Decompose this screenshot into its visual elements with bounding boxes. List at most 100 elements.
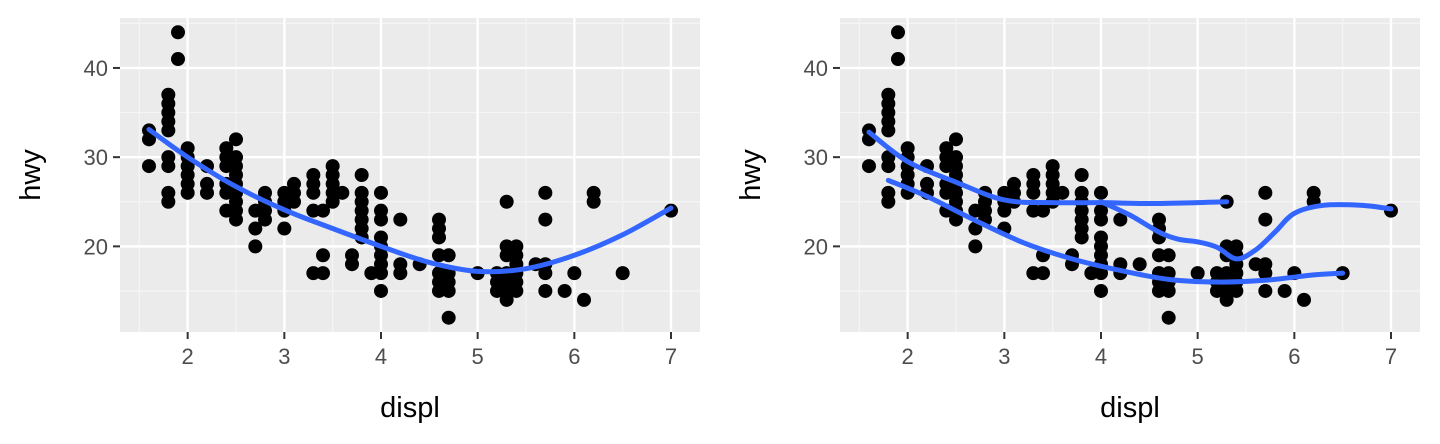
chart-right: 2 3 4 5 6 7 20 30 40 displ hwy: [735, 18, 1420, 424]
data-point: [1084, 266, 1099, 281]
data-point: [1297, 292, 1311, 307]
data-point: [1258, 212, 1273, 227]
data-point: [968, 239, 983, 254]
data-point: [1026, 203, 1041, 218]
data-point: [171, 25, 185, 40]
data-point: [441, 248, 456, 263]
data-point: [364, 266, 379, 281]
data-point: [538, 266, 553, 281]
x-tick-label: 3: [998, 344, 1010, 369]
y-tick-label: 30: [84, 145, 108, 170]
x-tick-label: 2: [902, 344, 914, 369]
data-point: [374, 283, 388, 298]
data-point: [939, 185, 954, 200]
y-axis-title: hwy: [15, 149, 47, 201]
smooth-line: [885, 177, 1346, 285]
data-point: [968, 221, 983, 236]
x-tick-label: 3: [278, 344, 290, 369]
data-point: [1152, 283, 1166, 298]
data-point: [1055, 185, 1070, 200]
chart-left: 2 3 4 5 6 7 20 30 40 displ hwy: [15, 18, 700, 424]
data-point: [432, 248, 446, 263]
data-point: [1258, 185, 1273, 200]
data-point: [229, 212, 243, 227]
x-tick-label: 5: [1192, 344, 1204, 369]
data-point: [1094, 212, 1108, 227]
data-point: [1152, 248, 1166, 263]
data-point: [1229, 283, 1244, 298]
data-point: [1210, 283, 1224, 298]
data-point: [432, 230, 446, 245]
data-point: [219, 203, 234, 218]
data-point: [1026, 266, 1041, 281]
data-point: [316, 266, 330, 281]
data-point: [577, 292, 591, 307]
y-tick-label: 40: [804, 56, 828, 81]
data-point: [949, 132, 963, 147]
data-point: [1036, 203, 1050, 218]
data-point: [567, 266, 582, 281]
x-tick-label: 4: [375, 344, 387, 369]
data-point: [393, 266, 408, 281]
data-point: [949, 212, 963, 227]
data-point: [258, 212, 272, 227]
smooth-line: [146, 127, 674, 275]
y-tick-label: 20: [804, 234, 828, 259]
data-point: [1113, 212, 1128, 227]
data-point: [939, 159, 954, 174]
data-point: [1036, 266, 1050, 281]
y-tick-label: 40: [84, 56, 108, 81]
data-point: [586, 194, 601, 209]
data-point: [200, 185, 214, 200]
data-point: [538, 212, 553, 227]
data-point: [881, 123, 896, 138]
smooth-line: [866, 129, 1230, 207]
data-point: [142, 132, 156, 147]
smooth-line: [1098, 199, 1394, 262]
data-point: [1248, 257, 1263, 272]
x-tick-label: 7: [1385, 344, 1397, 369]
data-point: [277, 221, 292, 236]
y-axis-title: hwy: [735, 149, 767, 201]
data-point: [499, 248, 514, 263]
data-point: [180, 185, 195, 200]
data-point: [1161, 310, 1176, 325]
data-point: [441, 283, 456, 298]
data-point: [538, 283, 553, 298]
data-point: [997, 203, 1012, 218]
data-point: [248, 203, 263, 218]
data-point: [441, 310, 456, 325]
data-point: [306, 266, 321, 281]
x-tick-label: 5: [472, 344, 484, 369]
data-point: [891, 52, 905, 67]
data-point: [161, 194, 176, 209]
data-point: [142, 159, 156, 174]
data-point: [219, 159, 234, 174]
data-point: [499, 194, 514, 209]
data-point: [881, 194, 896, 209]
plot-panel: [120, 18, 700, 332]
data-point: [1258, 283, 1273, 298]
x-tick-label: 6: [1288, 344, 1300, 369]
data-point: [248, 221, 263, 236]
data-point: [316, 203, 330, 218]
data-point: [345, 257, 359, 272]
data-point: [306, 203, 321, 218]
data-point: [161, 159, 176, 174]
data-point: [335, 185, 350, 200]
data-point: [306, 185, 321, 200]
data-point: [374, 212, 388, 227]
data-point: [161, 123, 176, 138]
data-point: [1026, 185, 1041, 200]
data-point: [1161, 248, 1176, 263]
data-point: [171, 52, 185, 67]
data-point: [393, 212, 408, 227]
data-point: [862, 159, 876, 174]
data-point: [490, 283, 504, 298]
plot-panel: [840, 18, 1420, 332]
data-point: [374, 266, 388, 281]
x-axis-title: displ: [1100, 392, 1160, 424]
data-point: [968, 203, 983, 218]
data-point: [1161, 283, 1176, 298]
